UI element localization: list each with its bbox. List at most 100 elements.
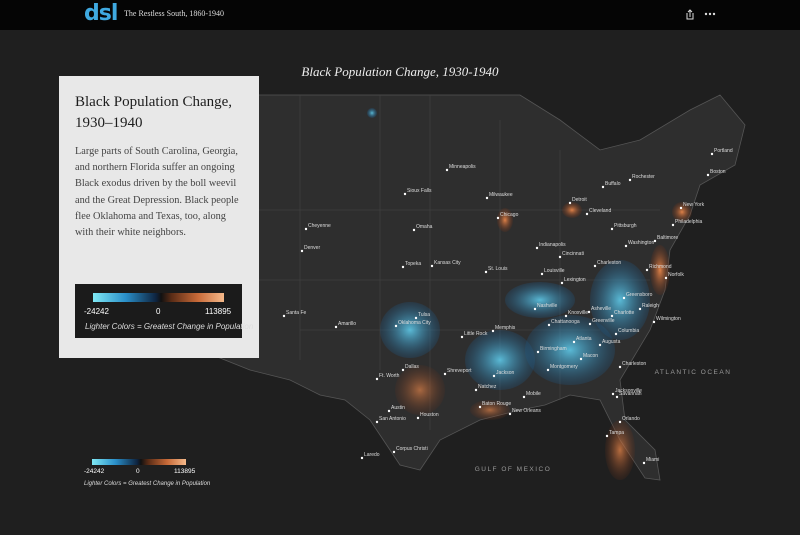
city-dot [587, 310, 591, 314]
city-label: Oklahoma City [398, 320, 431, 326]
legend-mid: 0 [156, 307, 161, 316]
city-label: Greenville [592, 318, 615, 324]
city-dot [664, 276, 668, 280]
city-dot [522, 395, 526, 399]
city-label: Denver [304, 245, 320, 251]
city-dot [484, 270, 488, 274]
city-dot [535, 246, 539, 250]
city-dot [533, 307, 537, 311]
city-label: Austin [391, 405, 405, 411]
city-label: Asheville [591, 306, 611, 312]
city-label: Kansas City [434, 260, 461, 266]
city-label: Detroit [572, 197, 587, 203]
city-dot [496, 216, 500, 220]
city-dot [579, 357, 583, 361]
city-label: Portland [714, 148, 733, 154]
city-dot [605, 434, 609, 438]
city-label: St. Louis [488, 266, 508, 272]
city-dot [624, 244, 628, 248]
city-label: Tulsa [418, 312, 430, 318]
city-dot [546, 368, 550, 372]
city-dot [706, 173, 710, 177]
city-dot [540, 272, 544, 276]
city-label: Cheyenne [308, 223, 331, 229]
share-icon[interactable] [686, 9, 694, 20]
legend-max: 113895 [205, 307, 232, 316]
city-label: Miami [646, 457, 659, 463]
city-dot [618, 365, 622, 369]
legend-note: Lighter Colors = Greatest Change in Popu… [85, 322, 254, 331]
city-label: Little Rock [464, 331, 488, 337]
legend-mid: 0 [136, 468, 140, 475]
city-dot [679, 206, 683, 210]
city-dot [300, 249, 304, 253]
more-icon[interactable] [704, 12, 716, 16]
change-clusters [367, 108, 692, 480]
city-label: Dallas [405, 364, 419, 370]
city-dot [460, 335, 464, 339]
city-label: Houston [420, 412, 439, 418]
legend-min: -24242 [84, 468, 105, 475]
city-label: Macon [583, 353, 598, 359]
city-label: Laredo [364, 452, 380, 458]
map[interactable]: Black Population Change, 1930-1940 ATLAN… [0, 30, 800, 535]
city-label: Chicago [500, 212, 519, 218]
city-label: Charleston [622, 361, 646, 367]
city-dot [401, 265, 405, 269]
city-labels: Minneapolis Portland Boston Rochester Buffal… [282, 148, 733, 465]
city-dot [564, 314, 568, 318]
city-dot [491, 329, 495, 333]
city-dot [568, 201, 572, 205]
city-label: Natchez [478, 384, 497, 390]
logo[interactable]: dsl [84, 1, 118, 26]
site-title[interactable]: The Restless South, 1860-1940 [124, 9, 224, 18]
city-label: Baltimore [657, 235, 678, 241]
city-label: Milwaukee [489, 192, 513, 198]
city-label: Rochester [632, 174, 655, 180]
city-dot [593, 264, 597, 268]
city-dot [588, 322, 592, 326]
city-dot [642, 461, 646, 465]
city-label: Boston [710, 169, 726, 175]
city-label: New York [683, 202, 705, 208]
city-label: Ft. Worth [379, 373, 400, 379]
city-dot [401, 368, 405, 372]
city-dot [416, 416, 420, 420]
city-label: Corpus Christi [396, 446, 428, 452]
panel-title: Black Population Change, 1930–1940 [75, 94, 233, 131]
city-label: Memphis [495, 325, 516, 331]
city-dot [443, 372, 447, 376]
city-label: Indianapolis [539, 242, 566, 248]
city-dot [614, 332, 618, 336]
city-label: Montgomery [550, 364, 578, 370]
city-dot [445, 168, 449, 172]
city-label: Buffalo [605, 181, 621, 187]
city-dot [601, 185, 605, 189]
city-label: Charlotte [614, 310, 635, 316]
city-dot [615, 395, 619, 399]
legend-gradient [93, 293, 224, 302]
city-label: Columbia [618, 328, 639, 334]
city-dot [638, 307, 642, 311]
city-dot [560, 281, 564, 285]
city-dot [474, 388, 478, 392]
water-label: ATLANTIC OCEAN [655, 369, 732, 376]
city-dot [585, 212, 589, 216]
city-dot [403, 192, 407, 196]
city-label: San Antonio [379, 416, 406, 422]
city-label: Birmingham [540, 346, 567, 352]
legend-max: 113895 [174, 468, 196, 475]
city-dot [430, 264, 434, 268]
city-label: Augusta [602, 339, 621, 345]
map-title: Black Population Change, 1930-1940 [301, 64, 499, 79]
city-label: Baton Rouge [482, 401, 511, 407]
legend-note: Lighter Colors = Greatest Change in Popu… [84, 481, 211, 487]
city-dot [492, 374, 496, 378]
city-label: Atlanta [576, 336, 592, 342]
city-label: Greensboro [626, 292, 653, 298]
city-label: Shreveport [447, 368, 472, 374]
city-label: Philadelphia [675, 219, 702, 225]
city-dot [610, 227, 614, 231]
city-dot [611, 392, 615, 396]
